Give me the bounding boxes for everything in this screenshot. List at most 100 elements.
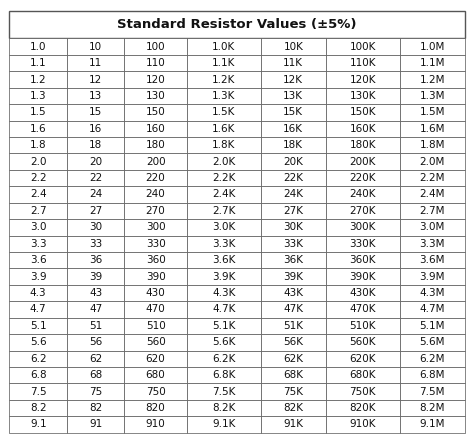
Text: 1.1K: 1.1K	[212, 58, 236, 68]
Text: 20K: 20K	[283, 156, 303, 166]
Bar	[9, 285, 67, 301]
Text: 30K: 30K	[283, 222, 303, 232]
Bar	[67, 400, 125, 416]
Bar	[187, 121, 261, 137]
Bar	[400, 285, 465, 301]
Bar	[9, 252, 67, 268]
Bar	[326, 55, 400, 71]
Bar	[326, 153, 400, 170]
Text: 510: 510	[146, 321, 165, 331]
Text: 1.8: 1.8	[30, 140, 46, 150]
Text: 13K: 13K	[283, 91, 303, 101]
Text: 5.6M: 5.6M	[419, 337, 445, 347]
Text: 43: 43	[89, 288, 102, 298]
Text: 100: 100	[146, 42, 165, 52]
Bar	[400, 400, 465, 416]
Text: 9.1K: 9.1K	[212, 420, 236, 430]
Text: 15: 15	[89, 108, 102, 118]
Bar	[187, 383, 261, 400]
Text: 120K: 120K	[349, 75, 376, 84]
Text: 51K: 51K	[283, 321, 303, 331]
Text: 1.0K: 1.0K	[212, 42, 236, 52]
Bar	[125, 252, 187, 268]
Bar	[261, 367, 326, 383]
Bar	[400, 416, 465, 433]
Bar	[400, 268, 465, 285]
Bar	[187, 203, 261, 219]
Bar	[9, 367, 67, 383]
Text: 110: 110	[146, 58, 165, 68]
Bar	[187, 268, 261, 285]
Text: 68: 68	[89, 370, 102, 380]
Text: 3.9K: 3.9K	[212, 272, 236, 281]
Text: Standard Resistor Values (±5%): Standard Resistor Values (±5%)	[117, 18, 357, 31]
Bar	[400, 186, 465, 203]
Bar	[125, 367, 187, 383]
Bar	[9, 268, 67, 285]
Bar	[9, 88, 67, 104]
Text: 1.2K: 1.2K	[212, 75, 236, 84]
Text: 6.8K: 6.8K	[212, 370, 236, 380]
Bar	[125, 318, 187, 334]
Text: 1.5K: 1.5K	[212, 108, 236, 118]
Bar	[125, 383, 187, 400]
Text: 330: 330	[146, 239, 165, 249]
Text: 240: 240	[146, 190, 165, 199]
Bar	[187, 285, 261, 301]
Bar	[400, 121, 465, 137]
Text: 82: 82	[89, 403, 102, 413]
Bar	[9, 71, 67, 88]
Bar	[261, 236, 326, 252]
Bar	[400, 236, 465, 252]
Bar	[261, 350, 326, 367]
Bar	[187, 367, 261, 383]
Bar	[261, 400, 326, 416]
Bar	[400, 334, 465, 350]
Text: 2.2: 2.2	[30, 173, 46, 183]
Bar	[326, 38, 400, 55]
Bar	[326, 219, 400, 236]
Bar	[9, 55, 67, 71]
Text: 3.3K: 3.3K	[212, 239, 236, 249]
Text: 47: 47	[89, 305, 102, 315]
Bar	[125, 170, 187, 186]
Bar	[125, 400, 187, 416]
Text: 560: 560	[146, 337, 165, 347]
Bar	[125, 203, 187, 219]
Bar	[67, 252, 125, 268]
Bar	[9, 219, 67, 236]
Bar	[125, 88, 187, 104]
Text: 130: 130	[146, 91, 165, 101]
Bar	[125, 350, 187, 367]
Text: 120: 120	[146, 75, 165, 84]
Bar	[9, 186, 67, 203]
Text: 360: 360	[146, 255, 165, 265]
Bar	[261, 137, 326, 153]
Bar	[67, 153, 125, 170]
Bar	[125, 55, 187, 71]
Bar	[261, 301, 326, 318]
Text: 180K: 180K	[349, 140, 376, 150]
Text: 390: 390	[146, 272, 165, 281]
Text: 240K: 240K	[349, 190, 376, 199]
Bar	[9, 104, 67, 121]
Bar	[326, 170, 400, 186]
Text: 1.6M: 1.6M	[419, 124, 445, 134]
Text: 8.2: 8.2	[30, 403, 46, 413]
Text: 560K: 560K	[349, 337, 376, 347]
Text: 1.1: 1.1	[30, 58, 46, 68]
Bar	[187, 219, 261, 236]
Text: 10K: 10K	[283, 42, 303, 52]
Bar	[187, 400, 261, 416]
Text: 5.6K: 5.6K	[212, 337, 236, 347]
Text: 820: 820	[146, 403, 165, 413]
Text: 75K: 75K	[283, 387, 303, 396]
Bar	[125, 219, 187, 236]
Bar	[400, 104, 465, 121]
Bar	[326, 350, 400, 367]
Bar	[400, 88, 465, 104]
Text: 1.0: 1.0	[30, 42, 46, 52]
Bar	[67, 268, 125, 285]
Text: 3.0K: 3.0K	[212, 222, 236, 232]
Bar	[9, 350, 67, 367]
